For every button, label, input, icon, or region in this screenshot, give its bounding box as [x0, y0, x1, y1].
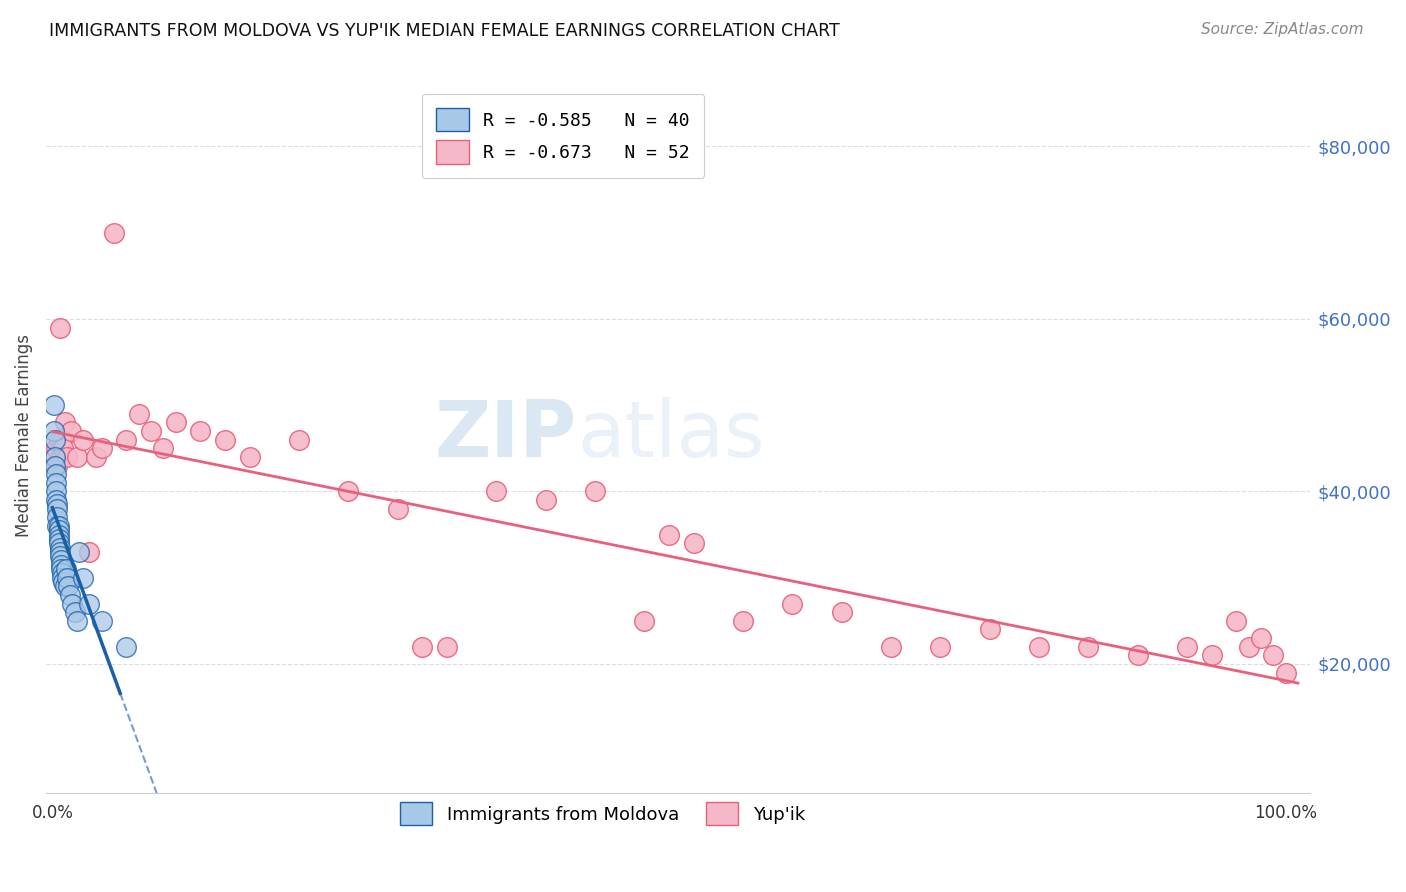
- Point: [51, 566, 73, 581]
- Point: [72, 571, 94, 585]
- Point: [48, 433, 70, 447]
- Point: [139, 424, 162, 438]
- Point: [658, 527, 681, 541]
- Point: [90, 614, 112, 628]
- Point: [48, 523, 70, 537]
- Point: [48, 527, 70, 541]
- Point: [115, 640, 138, 654]
- Point: [1274, 665, 1296, 680]
- Point: [387, 501, 409, 516]
- Point: [49, 541, 72, 555]
- Point: [782, 597, 804, 611]
- Point: [46, 501, 69, 516]
- Point: [44, 458, 66, 473]
- Point: [45, 467, 67, 482]
- Point: [45, 493, 67, 508]
- Point: [337, 484, 360, 499]
- Point: [288, 433, 311, 447]
- Point: [56, 571, 79, 585]
- Point: [52, 442, 75, 456]
- Point: [103, 226, 125, 240]
- Point: [411, 640, 433, 654]
- Point: [45, 484, 67, 499]
- Point: [63, 605, 86, 619]
- Point: [1250, 631, 1272, 645]
- Point: [72, 433, 94, 447]
- Point: [58, 579, 80, 593]
- Point: [42, 398, 65, 412]
- Point: [49, 553, 72, 567]
- Point: [831, 605, 853, 619]
- Point: [59, 424, 82, 438]
- Point: [1237, 640, 1260, 654]
- Point: [128, 407, 150, 421]
- Text: atlas: atlas: [576, 398, 765, 474]
- Point: [436, 640, 458, 654]
- Point: [1077, 640, 1099, 654]
- Point: [1126, 648, 1149, 663]
- Point: [44, 450, 66, 464]
- Point: [46, 519, 69, 533]
- Point: [52, 574, 75, 589]
- Point: [69, 545, 91, 559]
- Point: [53, 579, 76, 593]
- Point: [731, 614, 754, 628]
- Point: [49, 558, 72, 572]
- Text: Source: ZipAtlas.com: Source: ZipAtlas.com: [1201, 22, 1364, 37]
- Text: ZIP: ZIP: [434, 398, 576, 474]
- Point: [1201, 648, 1223, 663]
- Point: [79, 545, 101, 559]
- Point: [152, 442, 174, 456]
- Point: [45, 475, 67, 490]
- Point: [84, 450, 107, 464]
- Legend: Immigrants from Moldova, Yup'ik: Immigrants from Moldova, Yup'ik: [391, 793, 814, 834]
- Point: [46, 497, 69, 511]
- Point: [46, 458, 69, 473]
- Point: [46, 510, 69, 524]
- Point: [1175, 640, 1198, 654]
- Point: [42, 424, 65, 438]
- Point: [633, 614, 655, 628]
- Point: [55, 562, 77, 576]
- Point: [239, 450, 262, 464]
- Point: [49, 562, 72, 576]
- Point: [44, 433, 66, 447]
- Point: [979, 623, 1001, 637]
- Point: [485, 484, 508, 499]
- Point: [534, 493, 557, 508]
- Point: [90, 442, 112, 456]
- Text: IMMIGRANTS FROM MOLDOVA VS YUP'IK MEDIAN FEMALE EARNINGS CORRELATION CHART: IMMIGRANTS FROM MOLDOVA VS YUP'IK MEDIAN…: [49, 22, 839, 40]
- Point: [48, 536, 70, 550]
- Point: [165, 416, 187, 430]
- Point: [79, 597, 101, 611]
- Point: [45, 442, 67, 456]
- Y-axis label: Median Female Earnings: Median Female Earnings: [15, 334, 32, 537]
- Point: [188, 424, 211, 438]
- Point: [49, 545, 72, 559]
- Point: [66, 450, 89, 464]
- Point: [49, 450, 72, 464]
- Point: [60, 597, 83, 611]
- Point: [929, 640, 952, 654]
- Point: [51, 433, 73, 447]
- Point: [51, 571, 73, 585]
- Point: [214, 433, 236, 447]
- Point: [682, 536, 704, 550]
- Point: [44, 450, 66, 464]
- Point: [880, 640, 903, 654]
- Point: [48, 519, 70, 533]
- Point: [115, 433, 138, 447]
- Point: [49, 320, 72, 334]
- Point: [583, 484, 606, 499]
- Point: [48, 532, 70, 546]
- Point: [1225, 614, 1247, 628]
- Point: [59, 588, 82, 602]
- Point: [49, 549, 72, 563]
- Point: [1263, 648, 1285, 663]
- Point: [1028, 640, 1050, 654]
- Point: [53, 416, 76, 430]
- Point: [56, 450, 79, 464]
- Point: [66, 614, 89, 628]
